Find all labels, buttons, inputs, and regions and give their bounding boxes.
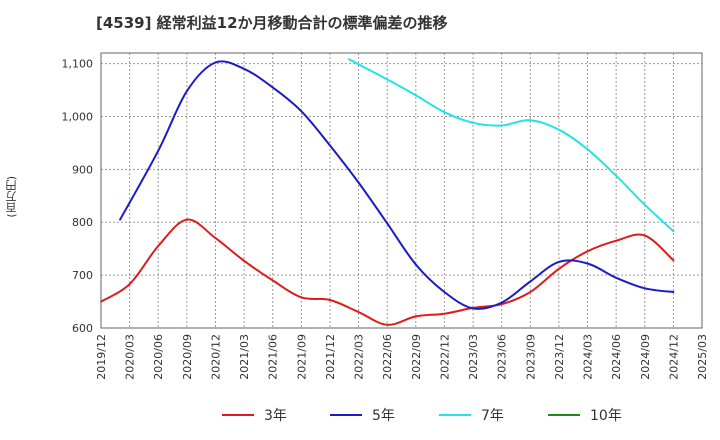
legend-label: 3年	[264, 408, 287, 424]
y-tick-labels: 600 700 800 900 1,000 1,100	[62, 58, 94, 335]
legend-label: 10年	[590, 408, 622, 424]
x-tick-label: 2023/09	[524, 334, 537, 380]
y-tick-label: 600	[72, 322, 93, 335]
x-tick-label: 2024/06	[610, 334, 623, 380]
x-tick-label: 2020/06	[152, 334, 165, 380]
y-tick-label: 800	[72, 216, 93, 229]
x-tick-label: 2021/06	[267, 334, 280, 380]
y-tick-label: 700	[72, 269, 93, 282]
x-tick-label: 2022/09	[410, 334, 423, 380]
x-tick-label: 2024/09	[639, 334, 652, 380]
legend-label: 7年	[481, 408, 504, 424]
series-line-1	[100, 218, 675, 326]
x-tick-label: 2023/03	[467, 334, 480, 380]
y-tick-label: 1,100	[62, 58, 94, 71]
x-tick-label: 2020/09	[181, 334, 194, 380]
x-tick-label: 2025/03	[696, 334, 709, 380]
y-tick-label: 1,000	[62, 110, 94, 123]
plot-frame	[100, 52, 703, 329]
legend-label: 5年	[372, 408, 395, 424]
x-tick-label: 2024/03	[582, 334, 595, 380]
x-tick-label: 2020/12	[209, 334, 222, 380]
legend-swatch	[439, 414, 471, 416]
x-tick-label: 2022/03	[353, 334, 366, 380]
legend-swatch	[330, 414, 362, 416]
x-tick-label: 2023/12	[553, 334, 566, 380]
x-tick-labels: 2019/12 2020/03 2020/06 2020/09 2020/12 2021/…	[95, 334, 709, 380]
series-lines	[100, 58, 675, 326]
legend-swatch	[222, 414, 254, 416]
x-tick-label: 2024/12	[667, 334, 680, 380]
x-tick-label: 2023/06	[496, 334, 509, 380]
x-tick-label: 2020/03	[124, 334, 137, 380]
chart-legend: 3年 5年 7年 10年	[0, 404, 720, 426]
x-tick-label: 2021/09	[295, 334, 308, 380]
line-chart: 600 700 800 900 1,000 1,100 2019/12 2020/03 202…	[62, 52, 709, 380]
x-tick-label: 2019/12	[95, 334, 108, 380]
chart-title: [4539] 経常利益12か月移動合計の標準偏差の推移	[96, 14, 448, 32]
legend-item: 5年	[330, 404, 395, 426]
legend-item: 3年	[222, 404, 287, 426]
y-tick-label: 900	[72, 163, 93, 176]
series-line-2	[119, 60, 675, 310]
grid-lines	[101, 53, 702, 328]
x-tick-label: 2022/06	[381, 334, 394, 380]
x-tick-label: 2022/12	[438, 334, 451, 380]
series-line-3	[348, 58, 675, 233]
legend-item: 10年	[548, 404, 622, 426]
legend-item: 7年	[439, 404, 504, 426]
legend-swatch	[548, 414, 580, 416]
x-tick-label: 2021/03	[238, 334, 251, 380]
x-tick-label: 2021/12	[324, 334, 337, 380]
